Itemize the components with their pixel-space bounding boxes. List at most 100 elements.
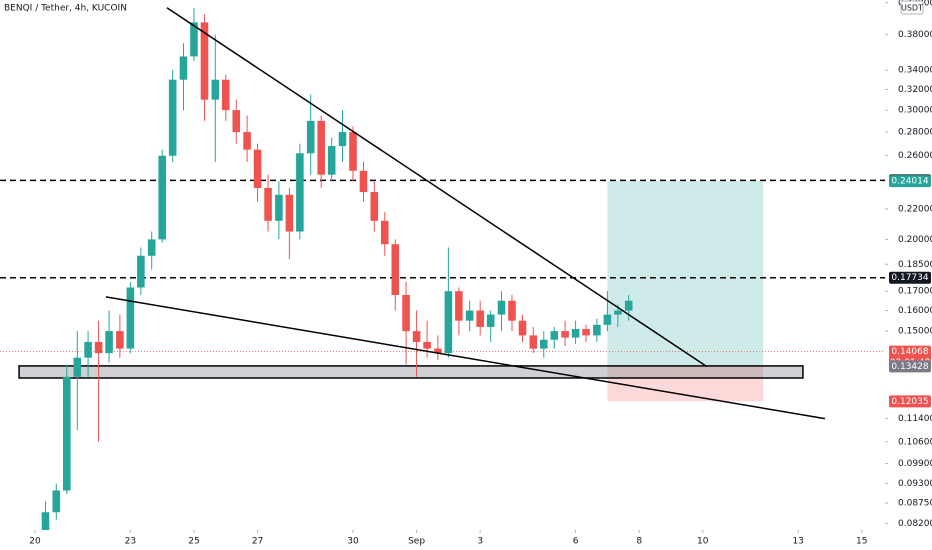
price-tag-label: 0.24014 — [891, 177, 928, 187]
candle-body — [190, 22, 198, 57]
x-tick-label: 3 — [477, 537, 483, 547]
x-tick-label: 13 — [792, 537, 803, 547]
candle-body — [211, 79, 220, 100]
candle-body — [327, 146, 336, 175]
candle-body — [349, 132, 357, 171]
candle-body — [518, 320, 527, 336]
y-tick-label: 0.22000 — [898, 205, 932, 215]
price-tag-label: 0.13428 — [891, 362, 928, 372]
candle-body — [359, 170, 368, 193]
candle-body — [232, 110, 241, 133]
y-tick-label: 0.30000 — [898, 106, 932, 116]
candle-body — [593, 324, 601, 336]
candle-body — [137, 255, 145, 288]
candle-body — [614, 310, 622, 315]
candle-body — [476, 310, 484, 327]
y-tick-label: 0.09300 — [898, 479, 932, 489]
candle-body — [179, 56, 188, 80]
candle-body — [73, 357, 82, 377]
x-tick-label: 30 — [347, 537, 359, 547]
candle-body — [539, 339, 548, 349]
candle-body — [62, 376, 71, 491]
y-tick-label: 0.10600 — [898, 437, 932, 447]
candle-body — [624, 300, 633, 311]
y-tick-label: 0.11400 — [898, 414, 932, 424]
candle-body — [41, 512, 50, 532]
y-tick-label: 0.09900 — [898, 459, 932, 469]
candle-body — [571, 329, 580, 338]
candle-body — [582, 329, 590, 336]
currency-label: USDT — [901, 4, 923, 13]
candle-body — [116, 331, 124, 349]
candle-body — [243, 132, 251, 150]
price-tag-label: 0.12035 — [891, 397, 928, 407]
y-tick-label: 0.32000 — [898, 85, 932, 95]
time-axis — [0, 530, 932, 550]
y-tick-label: 0.28000 — [898, 128, 932, 138]
candle-body — [200, 22, 209, 100]
price-tag — [889, 395, 931, 408]
price-tag-label: 0.17734 — [891, 273, 928, 283]
candle-body — [317, 120, 325, 175]
target-zone — [607, 181, 764, 367]
y-tick-label: 0.08750 — [898, 499, 932, 509]
x-tick-label: 27 — [252, 537, 263, 547]
candle-body — [423, 341, 431, 349]
price-tag — [889, 175, 931, 188]
candle-body — [158, 155, 166, 240]
candle-body — [486, 314, 495, 327]
candle-body — [603, 314, 612, 325]
candle-body — [508, 300, 516, 321]
candle-body — [264, 187, 272, 221]
candle-body — [285, 194, 294, 232]
price-tag-label: 0.14068 — [891, 347, 928, 357]
candle-body — [126, 287, 135, 349]
candle-body — [168, 79, 177, 156]
candle-body — [391, 244, 400, 295]
candle-body — [412, 331, 421, 342]
candle-body — [380, 220, 389, 245]
x-tick-label: 6 — [573, 537, 579, 547]
candle-body — [370, 192, 379, 221]
price-tag — [889, 271, 931, 284]
x-tick-label: 25 — [188, 537, 199, 547]
trendline — [166, 7, 708, 368]
chart-title: BENQI / Tether, 4h, KUCOIN — [4, 4, 127, 14]
candle-body — [465, 310, 474, 321]
candle-body — [105, 331, 113, 354]
candle-body — [529, 335, 538, 349]
candle-body — [561, 331, 569, 338]
x-tick-label: 23 — [125, 537, 136, 547]
candle-body — [455, 291, 463, 321]
y-tick-label: 0.08200 — [898, 519, 932, 529]
y-tick-label: 0.15000 — [898, 327, 932, 337]
y-tick-label: 0.38000 — [898, 30, 932, 40]
x-tick-label: 20 — [29, 537, 41, 547]
y-tick-label: 0.17000 — [898, 287, 932, 297]
x-tick-label: 15 — [856, 537, 867, 547]
candle-body — [497, 300, 506, 315]
candle-body — [338, 132, 347, 147]
candle-body — [94, 341, 103, 354]
x-tick-label: 10 — [697, 537, 709, 547]
candle-body — [253, 149, 262, 188]
candle-body — [84, 341, 92, 358]
x-tick-label: Sep — [408, 537, 425, 547]
price-tag — [889, 360, 931, 373]
candle-body — [221, 79, 230, 111]
y-tick-label: 0.18500 — [898, 260, 932, 270]
candle-body — [402, 294, 410, 332]
y-tick-label: 0.34000 — [898, 66, 932, 76]
candle-body — [296, 153, 304, 232]
candle-body — [147, 239, 156, 256]
x-tick-label: 8 — [636, 537, 642, 547]
support-zone — [18, 365, 804, 379]
candle-body — [434, 348, 442, 354]
candle-body — [275, 194, 283, 221]
y-tick-label: 0.20000 — [898, 235, 932, 245]
trendline — [105, 296, 826, 420]
candle-body — [306, 120, 315, 154]
currency-box — [900, 0, 924, 15]
candle-body — [444, 291, 453, 354]
